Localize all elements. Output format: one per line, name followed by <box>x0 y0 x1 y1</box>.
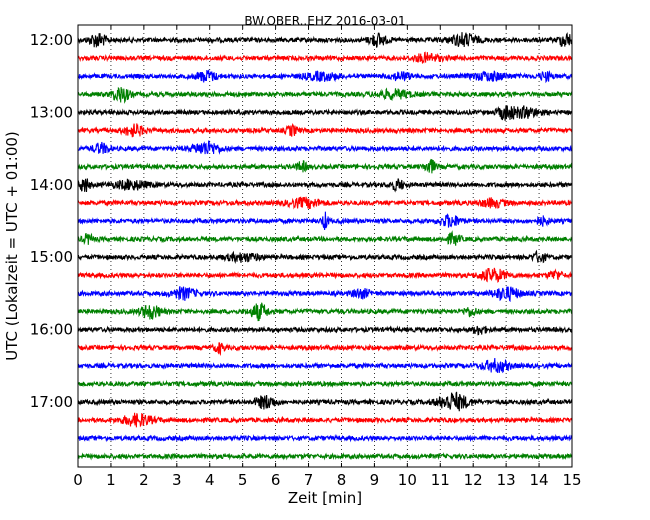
y-tick-label: 12:00 <box>30 31 73 49</box>
y-axis-label: UTC (Lokalzeit = UTC + 01:00) <box>3 131 21 361</box>
trace-line <box>77 249 573 264</box>
trace-line <box>77 412 573 428</box>
x-tick-label: 14 <box>530 471 549 489</box>
x-tick-label: 9 <box>370 471 380 489</box>
y-tick-label: 17:00 <box>30 393 73 411</box>
chart-title: BW.OBER..EHZ 2016-03-01 <box>244 14 405 28</box>
x-tick-label: 11 <box>431 471 450 489</box>
y-tick-label: 14:00 <box>30 176 73 194</box>
x-tick-label: 5 <box>238 471 248 489</box>
y-tick-label: 15:00 <box>30 248 73 266</box>
x-tick-label: 1 <box>106 471 116 489</box>
trace-line <box>77 69 573 84</box>
x-tick-label: 13 <box>497 471 516 489</box>
trace-line <box>77 302 573 322</box>
trace-line <box>77 211 573 230</box>
trace-line <box>77 32 573 49</box>
trace-line <box>77 230 573 246</box>
trace-line <box>77 452 573 461</box>
trace-line <box>77 286 573 303</box>
trace-line <box>77 122 573 138</box>
trace-group <box>77 32 573 461</box>
trace-line <box>77 51 573 64</box>
trace-line <box>77 267 573 283</box>
y-tick-label: 16:00 <box>30 321 73 339</box>
trace-line <box>77 178 573 193</box>
x-tick-label: 10 <box>398 471 417 489</box>
x-axis-label: Zeit [min] <box>288 489 362 507</box>
trace-line <box>77 391 573 412</box>
trace-line <box>77 140 573 155</box>
x-tick-label: 15 <box>562 471 581 489</box>
x-tick-label: 12 <box>464 471 483 489</box>
trace-line <box>77 325 573 336</box>
trace-line <box>77 379 573 389</box>
trace-line <box>77 357 573 374</box>
x-tick-label: 4 <box>205 471 215 489</box>
x-tick-label: 7 <box>304 471 314 489</box>
y-tick-label: 13:00 <box>30 103 73 121</box>
x-tick-label: 3 <box>172 471 182 489</box>
trace-line <box>77 342 573 357</box>
x-axis-ticks: 0 1 2 3 4 5 6 7 8 9 10 11 12 13 14 15 <box>73 25 582 489</box>
plot-frame <box>77 24 573 468</box>
x-tick-label: 6 <box>271 471 281 489</box>
y-axis-ticks: 12:00 13:00 14:00 15:00 16:00 17:00 <box>30 31 572 411</box>
trace-line <box>77 86 573 104</box>
vertical-grid <box>110 25 540 467</box>
x-tick-label: 2 <box>139 471 149 489</box>
x-tick-label: 0 <box>73 471 83 489</box>
trace-line <box>77 433 573 443</box>
trace-line <box>77 105 573 121</box>
trace-line <box>77 196 573 210</box>
x-tick-label: 8 <box>337 471 347 489</box>
trace-line <box>77 158 573 174</box>
